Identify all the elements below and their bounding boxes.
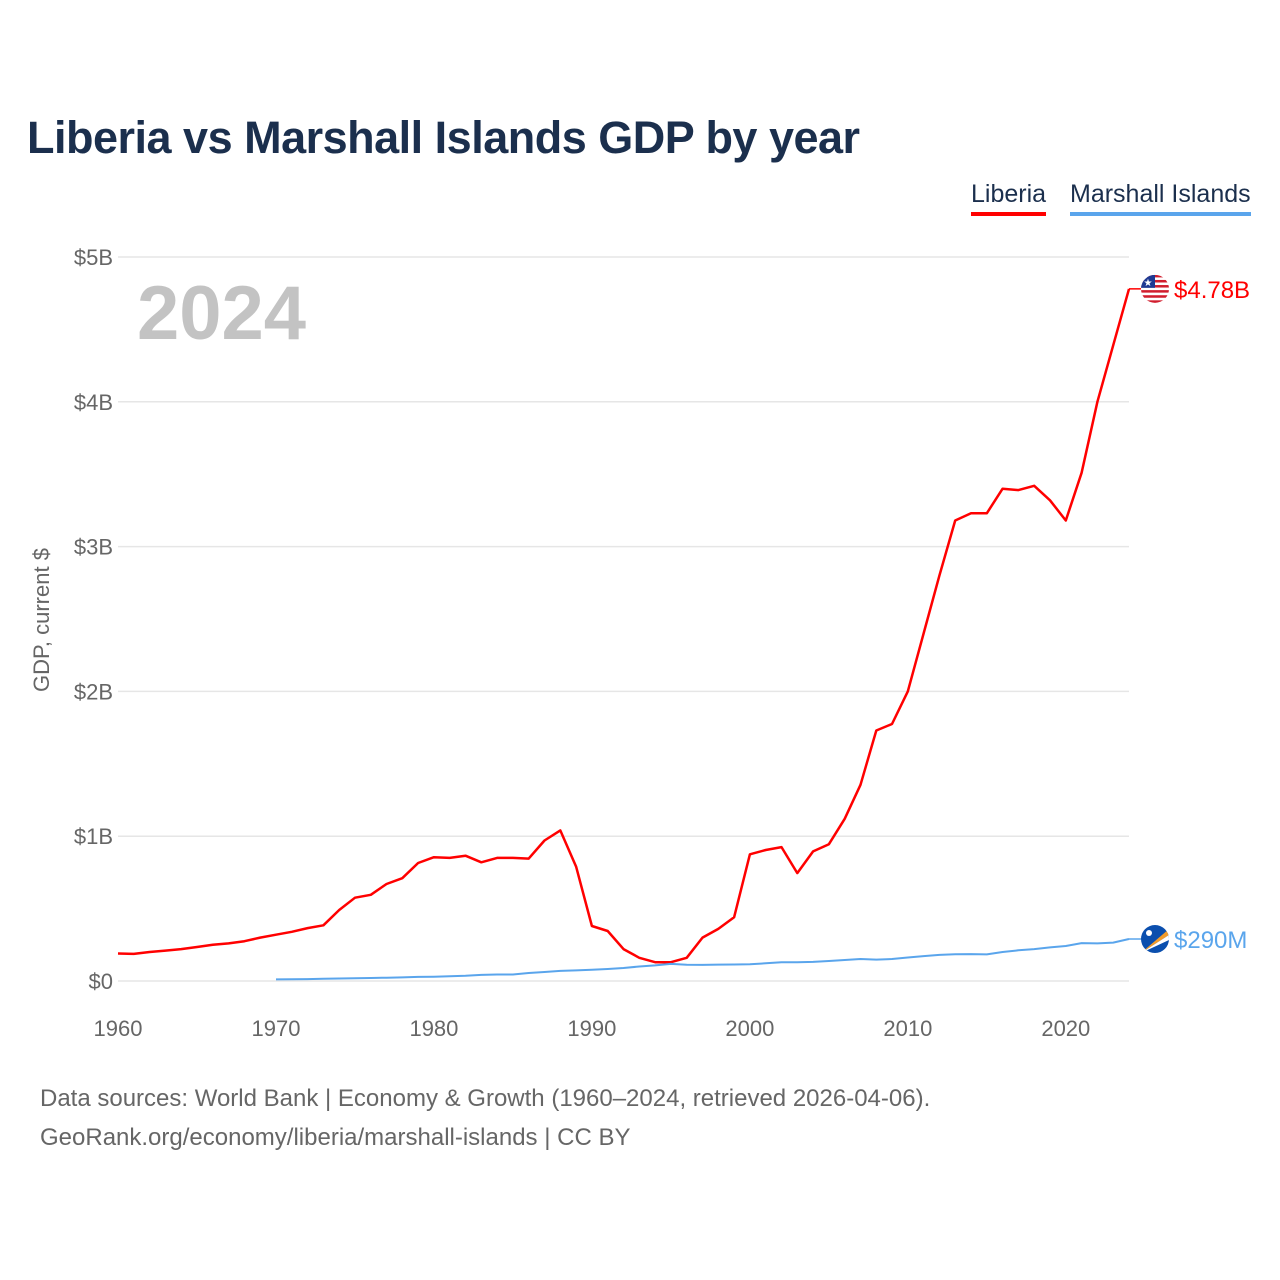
series-line-marshall-islands (275, 938, 1130, 981)
y-tick-label: $2B (74, 679, 113, 704)
flag-stripe (1141, 290, 1169, 293)
liberia-flag-icon: ★ (1141, 274, 1169, 303)
legend-item-liberia[interactable]: Liberia (971, 180, 1047, 216)
gridlines (118, 256, 1129, 982)
flag-white-ray (1141, 935, 1169, 954)
flag-body: ★ (1141, 274, 1169, 303)
flag-star: ★ (1144, 278, 1153, 289)
x-tick-label: 1970 (251, 1016, 300, 1041)
data-source-text: Data sources: World Bank | Economy & Gro… (40, 1085, 931, 1112)
flag-stripe (1141, 300, 1169, 303)
x-tick-label: 2010 (883, 1016, 932, 1041)
marshall-islands-flag-icon (1141, 925, 1169, 954)
flag-stripe (1141, 292, 1169, 296)
x-tick-label: 1980 (409, 1016, 458, 1041)
y-tick-label: $1B (74, 824, 113, 849)
credit-link[interactable]: GeoRank.org/economy/liberia/marshall-isl… (40, 1124, 631, 1151)
flag-orange-ray (1141, 929, 1169, 954)
chart-title: Liberia vs Marshall Islands GDP by year (27, 112, 860, 163)
x-tick-label: 2000 (725, 1016, 774, 1041)
x-tick-label: 2020 (1041, 1016, 1090, 1041)
y-axis-ticks: $0 $1B $2B $3B $4B $5B (74, 245, 113, 994)
series-line-liberia (117, 288, 1131, 964)
x-tick-label: 1990 (567, 1016, 616, 1041)
end-labels: ★ $4.78B $290M (1129, 274, 1250, 954)
current-year-label: 2024 (137, 271, 307, 356)
y-tick-label: $5B (74, 245, 113, 270)
flag-stripe (1141, 295, 1169, 298)
end-value-label: $4.78B (1174, 277, 1250, 304)
y-tick-label: $3B (74, 535, 113, 560)
legend-item-marshall-islands[interactable]: Marshall Islands (1070, 180, 1251, 216)
x-axis-ticks: 1960 1970 1980 1990 2000 2010 2020 (94, 1016, 1091, 1041)
series-lines (117, 288, 1131, 981)
x-tick-label: 1960 (94, 1016, 143, 1041)
y-tick-label: $4B (74, 390, 113, 415)
flag-stripe (1141, 287, 1169, 291)
flag-stripe (1141, 297, 1169, 301)
flag-body (1141, 925, 1169, 954)
flag-star (1146, 930, 1152, 937)
y-tick-label: $0 (89, 969, 113, 994)
end-value-label: $290M (1174, 927, 1247, 954)
